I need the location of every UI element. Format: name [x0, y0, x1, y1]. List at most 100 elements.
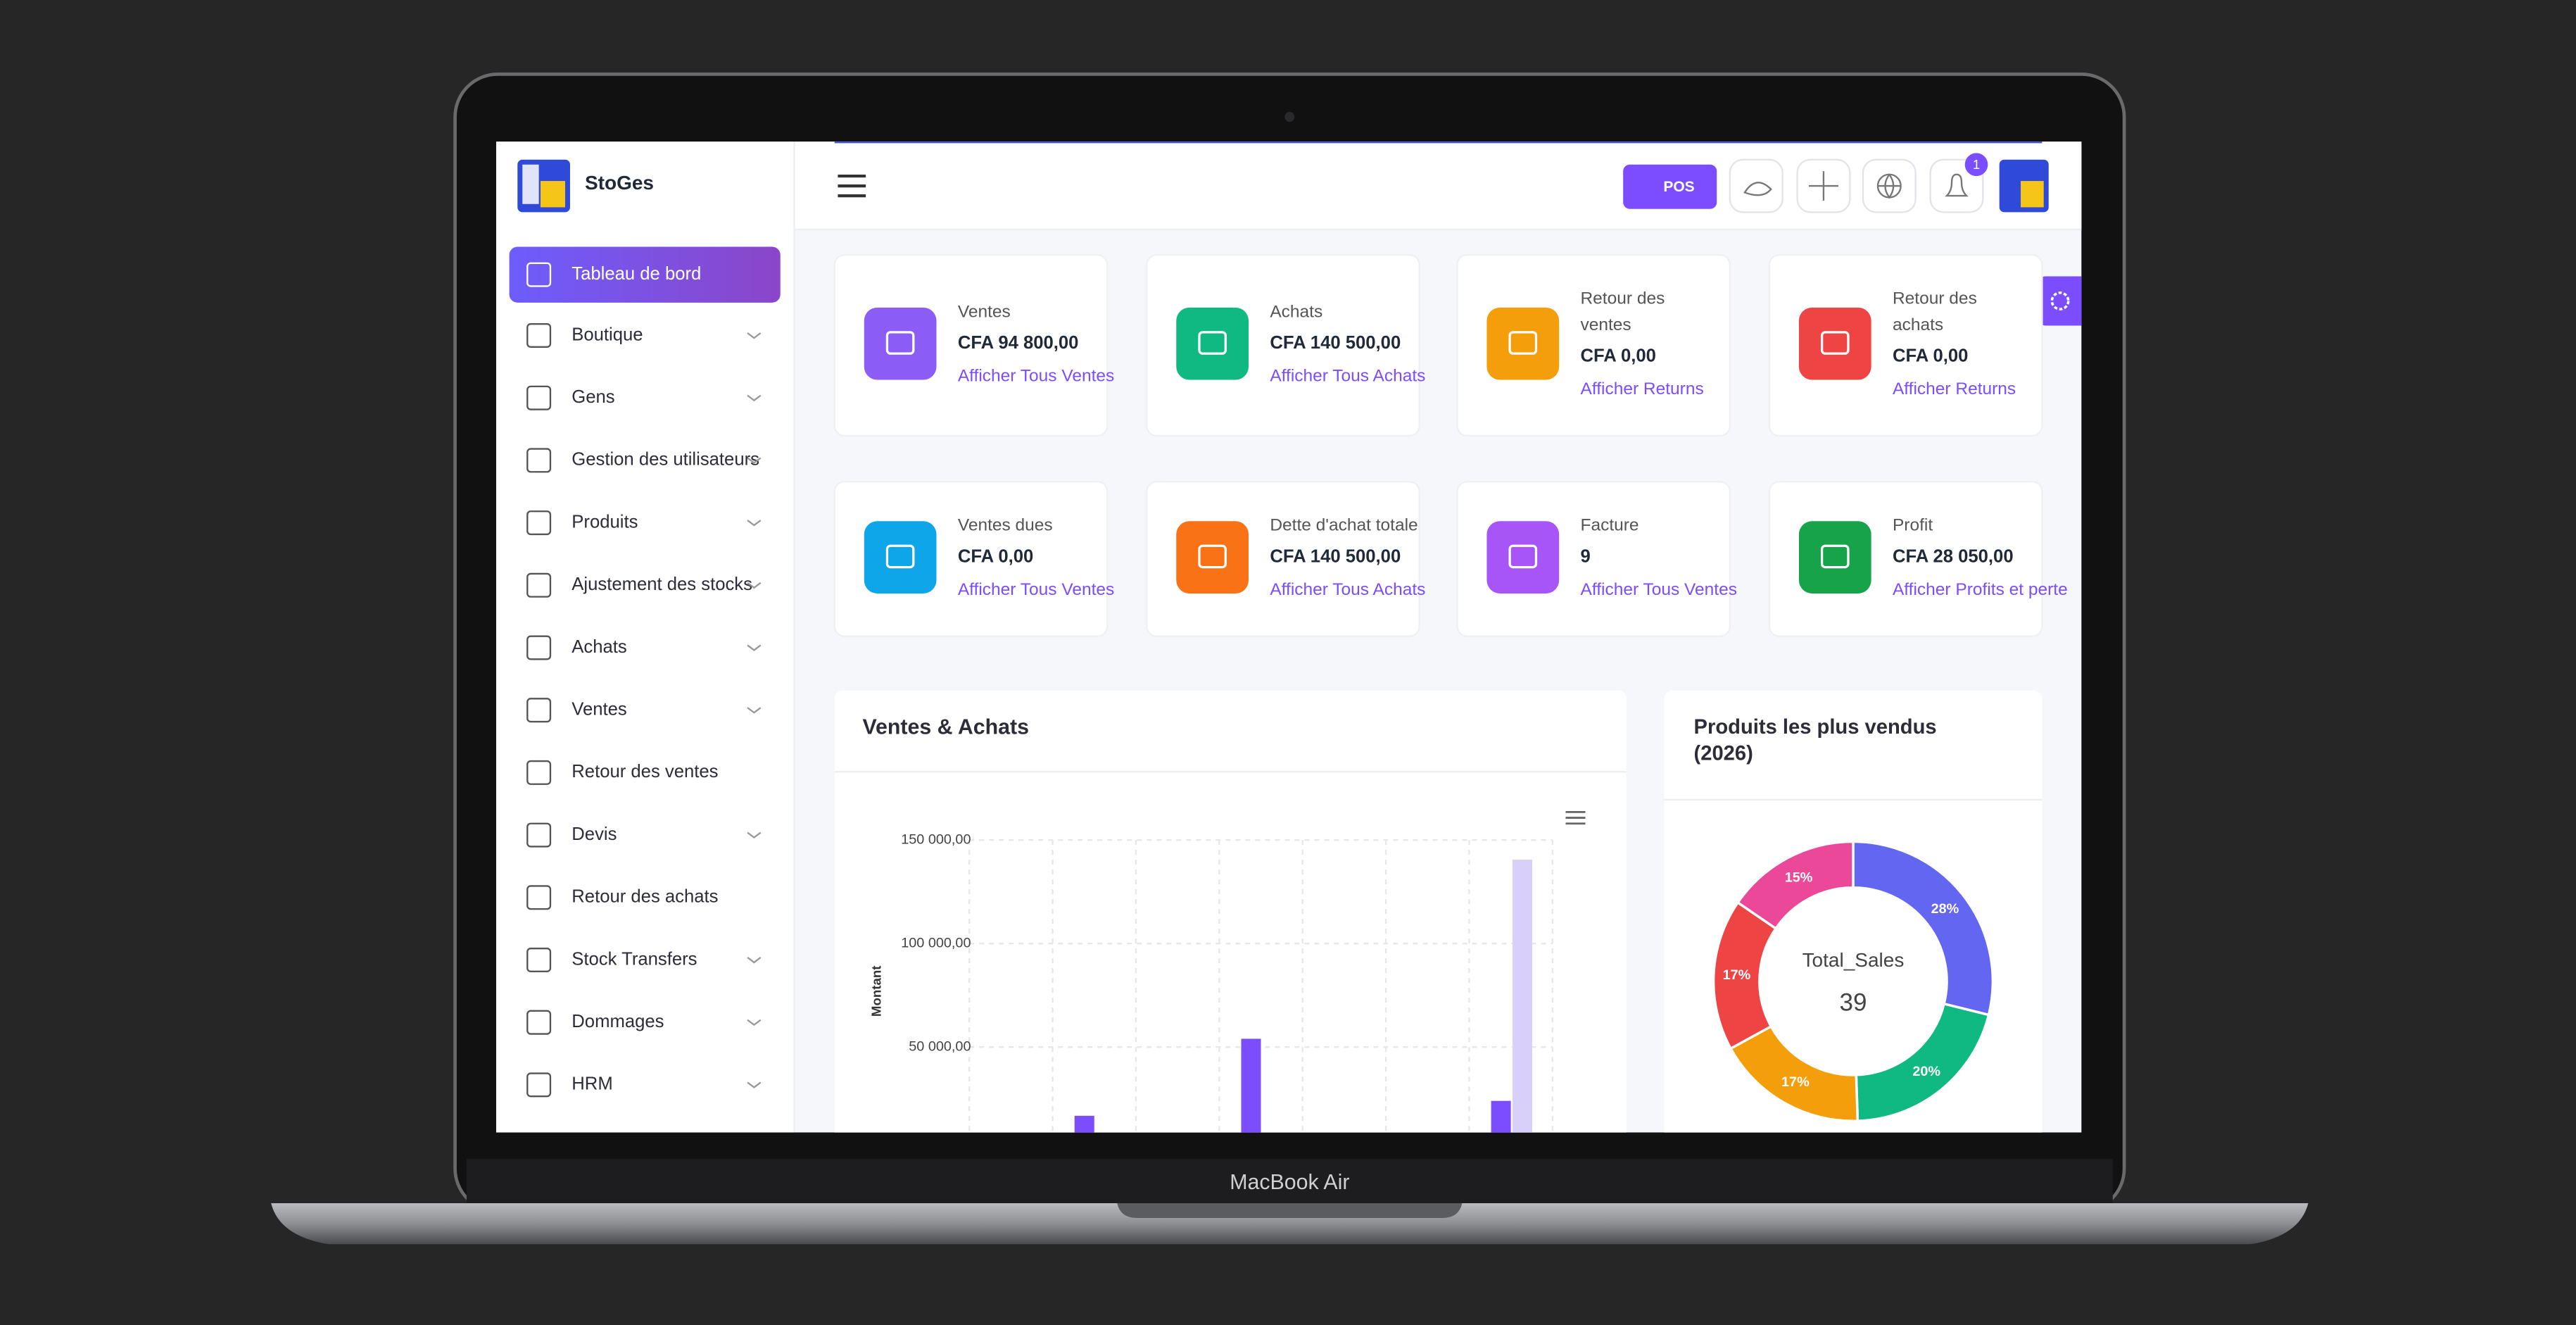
- nav-icon: [526, 262, 552, 287]
- stat-link[interactable]: Afficher Profits et perte: [1893, 580, 2068, 599]
- stat-icon: [1176, 521, 1249, 594]
- nav-label[interactable]: Retour des achats: [572, 887, 718, 907]
- nav-chevron: [747, 520, 762, 527]
- stat-label: achats: [1893, 315, 1943, 334]
- stat-label: Facture: [1580, 516, 1639, 535]
- nav-label[interactable]: Ajustement des stocks: [572, 574, 752, 594]
- stat-icon-glyph: [1820, 331, 1850, 355]
- stat-value: 9: [1580, 546, 1590, 566]
- bar: [1491, 1100, 1511, 1133]
- bezel: [466, 1158, 2113, 1208]
- stat-card: [1146, 253, 1420, 437]
- stat-link[interactable]: Afficher Returns: [1893, 379, 2016, 398]
- stat-value: CFA 140 500,00: [1270, 546, 1401, 566]
- stat-icon: [1486, 521, 1560, 594]
- slice-label: 28%: [1931, 901, 1959, 917]
- nav-label[interactable]: Achats: [572, 637, 626, 657]
- nav-active-bg[interactable]: [509, 246, 781, 303]
- hinge-notch: [1117, 1202, 1463, 1218]
- stat-value: CFA 140 500,00: [1270, 333, 1401, 353]
- stat-label: Ventes dues: [958, 516, 1053, 535]
- stat-label: Dette d'achat totale: [1270, 516, 1418, 535]
- nav-icon: [526, 947, 552, 972]
- nav-label[interactable]: Stock Transfers: [572, 949, 697, 969]
- stat-link[interactable]: Afficher Returns: [1580, 379, 1703, 398]
- stat-card: [1768, 481, 2043, 637]
- pos-button[interactable]: [1623, 164, 1717, 209]
- slice-label: 17%: [1781, 1074, 1810, 1090]
- stat-icon-glyph: [1508, 544, 1538, 569]
- pos-label[interactable]: POS: [1663, 179, 1694, 195]
- products-title: Produits les plus vendus: [1694, 716, 1937, 739]
- stat-link[interactable]: Afficher Tous Ventes: [1580, 580, 1736, 599]
- donut-slice: [1852, 840, 1995, 1017]
- nav-label[interactable]: Devis: [572, 824, 617, 844]
- nav-icon: [526, 385, 552, 410]
- nav-label[interactable]: Produits: [572, 512, 638, 532]
- stat-label: Ventes: [958, 302, 1011, 321]
- nav-chevron: [747, 332, 762, 339]
- stat-label: Retour des: [1580, 289, 1665, 308]
- user-avatar[interactable]: [1999, 159, 2049, 213]
- nav-label[interactable]: Ventes: [572, 699, 626, 719]
- stat-link[interactable]: Afficher Tous Ventes: [958, 366, 1114, 385]
- nav-icon: [526, 322, 552, 348]
- nav-label[interactable]: HRM: [572, 1074, 612, 1094]
- stat-icon: [864, 521, 937, 594]
- nav-chevron: [747, 1019, 762, 1026]
- laptop-base: [271, 1202, 2309, 1245]
- stat-value: CFA 28 050,00: [1893, 546, 2014, 566]
- notification-badge: [1964, 153, 1988, 177]
- nav-icon: [526, 1072, 552, 1098]
- camera: [1284, 112, 1295, 123]
- nav-icon: [526, 510, 552, 536]
- nav-label[interactable]: Tableau de bord: [572, 264, 701, 284]
- stat-link[interactable]: Afficher Tous Ventes: [958, 580, 1114, 599]
- nav-icon: [526, 572, 552, 598]
- brand-name: StoGes: [585, 172, 654, 194]
- stat-icon-glyph: [885, 544, 915, 569]
- nav-icon: [526, 885, 552, 910]
- stat-value: CFA 0,00: [1893, 346, 1968, 366]
- chart-menu[interactable]: [1565, 811, 1586, 825]
- stat-card: [833, 253, 1109, 437]
- nav-chevron: [747, 831, 762, 839]
- stat-icon: [1176, 307, 1249, 380]
- nav-icon: [526, 635, 552, 660]
- y-axis-title: Montant: [869, 966, 883, 1017]
- nav-chevron: [747, 1081, 762, 1088]
- stat-icon-glyph: [1198, 544, 1227, 569]
- stat-link[interactable]: Afficher Tous Achats: [1270, 366, 1425, 385]
- donut-slice: [1736, 840, 1855, 931]
- nav-icon: [526, 1010, 552, 1035]
- y-tick-label: 50 000,00: [909, 1038, 971, 1054]
- nav-label[interactable]: Dommages: [572, 1012, 664, 1031]
- stat-label: Profit: [1893, 516, 1933, 535]
- nav-icon: [526, 448, 552, 473]
- stat-value: CFA 0,00: [958, 546, 1033, 566]
- nav-label[interactable]: Gestion des utilisateurs: [572, 450, 759, 470]
- device-label: MacBook Air: [1230, 1171, 1349, 1194]
- bar: [1074, 1115, 1094, 1133]
- slice-label: 15%: [1785, 870, 1813, 886]
- bar: [1512, 860, 1532, 1133]
- y-tick-label: 100 000,00: [901, 935, 971, 950]
- nav-label[interactable]: Gens: [572, 387, 614, 407]
- stat-card: [833, 481, 1109, 637]
- donut-center-value: 39: [1839, 989, 1867, 1017]
- stat-card: [1146, 481, 1420, 637]
- nav-label[interactable]: Boutique: [572, 325, 643, 344]
- products-title: (2026): [1694, 742, 1753, 765]
- slice-label: 20%: [1912, 1064, 1940, 1079]
- stat-icon-glyph: [885, 331, 915, 355]
- nav-label[interactable]: Retour des ventes: [572, 762, 718, 781]
- stat-icon: [864, 307, 937, 380]
- header-glyphs: [1743, 171, 1969, 201]
- stat-link[interactable]: Afficher Tous Achats: [1270, 580, 1425, 599]
- settings-tab[interactable]: [2038, 276, 2088, 326]
- settings-gear: [2050, 291, 2070, 310]
- stat-card: [1768, 253, 2043, 437]
- menu-toggle[interactable]: [838, 174, 866, 198]
